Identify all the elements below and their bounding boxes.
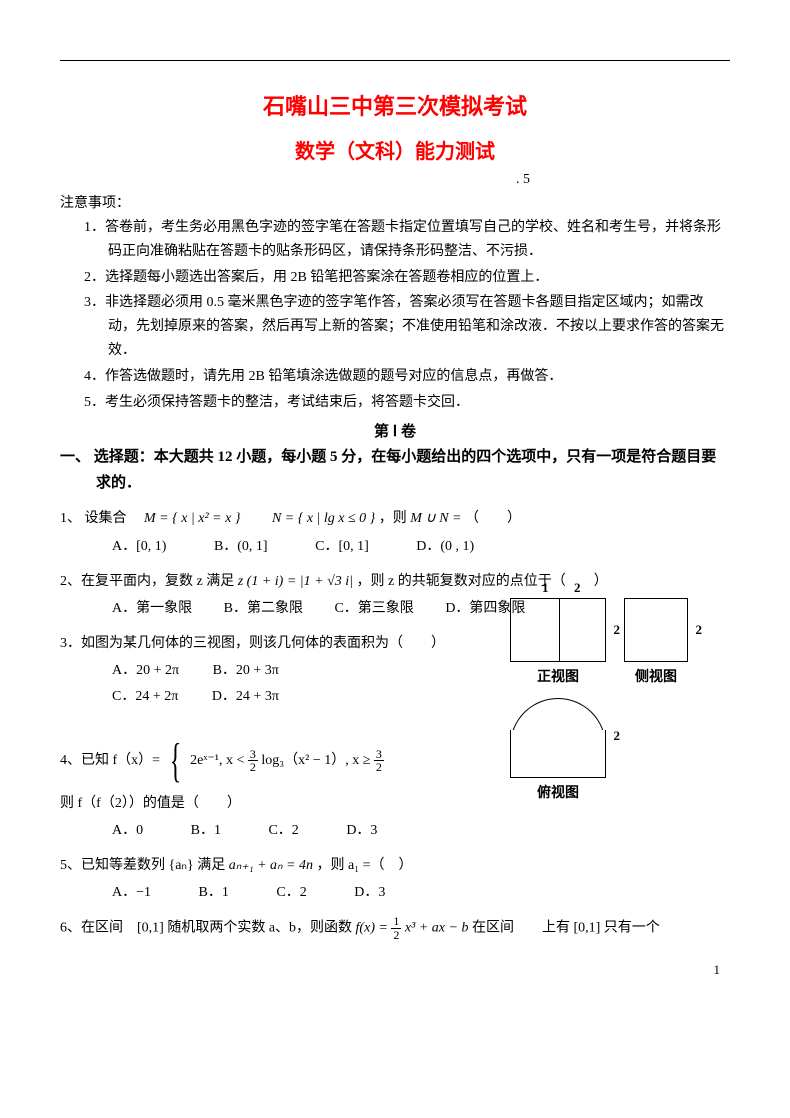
figure-row-2: 2 俯视图 (510, 698, 730, 802)
top-view-rect (510, 730, 606, 778)
q1-m-expr: M = { x | x² = x } (144, 511, 240, 526)
dim-top-right: 2 (574, 580, 581, 596)
front-view-label: 正视图 (510, 666, 606, 686)
q4-c1-text: 2eˣ⁻¹, x < (190, 753, 248, 768)
side-view-label: 侧视图 (624, 666, 688, 686)
q1-opt-c: C．[0, 1] (315, 534, 369, 559)
top-view-shape (510, 698, 606, 778)
q1-stem: 1、 设集合 M = { x | x² = x } N = { x | lg x… (60, 506, 730, 531)
q5-expr: aₙ₊₁ + aₙ = 4n (229, 858, 313, 873)
q1-options: A．[0, 1) B．(0, 1] C．[0, 1] D．(0 , 1) (60, 534, 730, 559)
q1-paren: （ ） (465, 511, 521, 526)
question-6: 6、在区间 [0,1] 随机取两个实数 a、b，则函数 f(x) = 1 2 x… (60, 915, 730, 941)
corner-mark: . 5 (60, 172, 730, 188)
q4-opt-c: C．2 (268, 818, 298, 843)
attention-list: 1．答卷前，考生务必用黑色字迹的签字笔在答题卡指定位置填写自己的学校、姓名和考生… (60, 216, 730, 414)
page-number: 1 (60, 962, 730, 978)
q1-mid: ，则 (379, 511, 411, 526)
top-view-wrap: 2 俯视图 (510, 698, 606, 802)
q3-opt-d: D．24 + 3π (212, 684, 279, 709)
q5-opt-b: B．1 (199, 880, 229, 905)
q3-opt-a: A．20 + 2π (112, 658, 179, 683)
q6-fx-suffix: x³ + ax − b (405, 921, 469, 936)
front-view-wrap: 1 2 2 正视图 (510, 598, 606, 686)
q6-stem: 6、在区间 [0,1] 随机取两个实数 a、b，则函数 f(x) = 1 2 x… (60, 915, 730, 941)
title-sub: 数学（文科）能力测试 (60, 135, 730, 164)
q1-opt-d: D．(0 , 1) (416, 534, 474, 559)
q4-case1: 2eˣ⁻¹, x < 3 2 (190, 753, 261, 768)
side-view-wrap: 2 侧视图 (624, 598, 688, 686)
q6-frac: 1 2 (391, 915, 401, 941)
q4-c2-den: 2 (374, 761, 384, 774)
q2-stem: 2、在复平面内，复数 z 满足 z (1 + i) = |1 + √3 i| ，… (60, 569, 730, 594)
q2-b: ，则 z 的共轭复数对应的点位于（ ） (357, 574, 608, 589)
q1-prefix: 1、 设集合 (60, 511, 141, 526)
q2-opt-a: A．第一象限 (112, 596, 192, 621)
q2-opt-c: C．第三象限 (334, 596, 413, 621)
q6-fx-prefix: f(x) = (356, 921, 392, 936)
question-1: 1、 设集合 M = { x | x² = x } N = { x | lg x… (60, 506, 730, 558)
dim-side-right: 2 (696, 622, 703, 638)
q5-b: ，则 a₁ =（ ） (317, 858, 413, 873)
figure-row-1: 1 2 2 正视图 2 侧视图 (510, 598, 730, 686)
three-views-figure: 1 2 2 正视图 2 侧视图 (510, 598, 730, 802)
q1-n-expr: N = { x | lg x ≤ 0 } (272, 511, 375, 526)
q2-a: 2、在复平面内，复数 z 满足 (60, 574, 238, 589)
dim-topview-right: 2 (614, 728, 621, 744)
q6-den: 2 (391, 929, 401, 942)
q6-a: 6、在区间 [0,1] 随机取两个实数 a、b，则函数 (60, 921, 356, 936)
attention-heading: 注意事项： (60, 192, 730, 212)
q4-c1-den: 2 (248, 761, 258, 774)
front-view-divider (559, 599, 560, 661)
dim-top-left: 1 (542, 580, 549, 596)
top-view-label: 俯视图 (510, 782, 606, 802)
top-rule (60, 60, 730, 61)
q1-opt-b: B．(0, 1] (214, 534, 268, 559)
juan-label: 第 Ⅰ 卷 (60, 420, 730, 441)
q4-options: A．0 B．1 C．2 D．3 (60, 818, 730, 843)
side-view-rect (624, 598, 688, 662)
title-main: 石嘴山三中第三次模拟考试 (60, 89, 730, 121)
attention-item: 2．选择题每小题选出答案后，用 2B 铅笔把答案涂在答题卷相应的位置上． (60, 266, 730, 290)
q2-expr: z (1 + i) = |1 + √3 i| (238, 574, 353, 589)
q5-stem: 5、已知等差数列 {aₙ} 满足 aₙ₊₁ + aₙ = 4n ，则 a₁ =（… (60, 853, 730, 878)
question-5: 5、已知等差数列 {aₙ} 满足 aₙ₊₁ + aₙ = 4n ，则 a₁ =（… (60, 853, 730, 905)
attention-item: 5．考生必须保持答题卡的整洁，考试结束后，将答题卡交回． (60, 391, 730, 415)
dim-front-right: 2 (614, 622, 621, 638)
q4-piecewise: 2eˣ⁻¹, x < 3 2 log₃（x² − 1）, x ≥ 3 2 (190, 748, 384, 774)
q4-c1-num: 3 (248, 748, 258, 762)
q2-opt-b: B．第二象限 (224, 596, 303, 621)
q3-opt-b: B．20 + 3π (213, 658, 279, 683)
q4-c2-text: log₃（x² − 1）, x ≥ (261, 753, 374, 768)
q5-opt-c: C．2 (276, 880, 306, 905)
q4-c2-num: 3 (374, 748, 384, 762)
front-view-rect (510, 598, 606, 662)
page-root: 石嘴山三中第三次模拟考试 数学（文科）能力测试 . 5 注意事项： 1．答卷前，… (0, 0, 790, 1008)
q3-opt-c: C．24 + 2π (112, 684, 178, 709)
attention-item: 3．非选择题必须用 0.5 毫米黑色字迹的签字笔作答，答案必须写在答题卡各题目指… (60, 291, 730, 362)
q1-opt-a: A．[0, 1) (112, 534, 166, 559)
attention-item: 1．答卷前，考生务必用黑色字迹的签字笔在答题卡指定位置填写自己的学校、姓名和考生… (60, 216, 730, 264)
q5-opt-a: A．−1 (112, 880, 151, 905)
attention-item: 4．作答选做题时，请先用 2B 铅笔填涂选做题的题号对应的信息点，再做答． (60, 365, 730, 389)
q4-opt-b: B．1 (191, 818, 221, 843)
q4-c2-frac: 3 2 (374, 748, 384, 774)
q5-a: 5、已知等差数列 {aₙ} 满足 (60, 858, 229, 873)
q4-opt-a: A．0 (112, 818, 143, 843)
q1-union: M ∪ N = (410, 511, 461, 526)
brace-icon: { (169, 737, 181, 785)
q4-prefix: 4、已知 f（x）= (60, 753, 160, 768)
section-heading: 一、 选择题：本大题共 12 小题，每小题 5 分，在每小题给出的四个选项中，只… (60, 445, 730, 496)
q4-c1-frac: 3 2 (248, 748, 258, 774)
q6-num: 1 (391, 915, 401, 929)
q5-options: A．−1 B．1 C．2 D．3 (60, 880, 730, 905)
q4-case2: log₃（x² − 1）, x ≥ 3 2 (261, 753, 384, 768)
q4-opt-d: D．3 (346, 818, 377, 843)
q5-opt-d: D．3 (354, 880, 385, 905)
q6-b: 在区间 上有 [0,1] 只有一个 (472, 921, 660, 936)
